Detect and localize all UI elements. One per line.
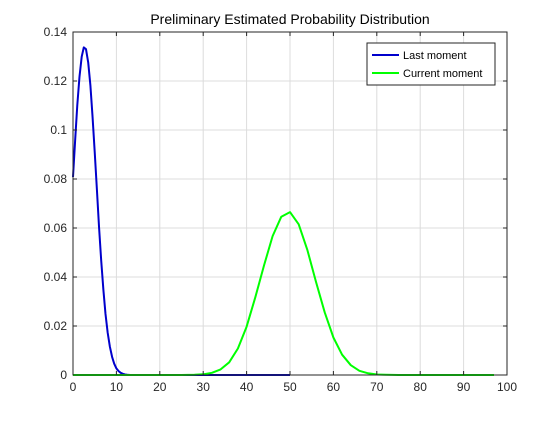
y-tick-label: 0.08 bbox=[44, 172, 68, 186]
chart-title: Preliminary Estimated Probability Distri… bbox=[150, 11, 429, 27]
legend: Last moment Current moment bbox=[366, 42, 496, 86]
x-tick-label: 50 bbox=[283, 380, 297, 394]
x-tick-label: 90 bbox=[457, 380, 471, 394]
x-tick-label: 10 bbox=[110, 380, 124, 394]
x-tick-label: 100 bbox=[497, 380, 517, 394]
legend-box bbox=[366, 42, 496, 86]
axis-ticks: 0 10 20 30 40 50 60 70 80 90 100 0 0.02 0.04 0.06 0.08 0… bbox=[44, 25, 518, 394]
x-tick-label: 70 bbox=[370, 380, 384, 394]
y-tick-label: 0.06 bbox=[44, 221, 68, 235]
legend-label: Last moment bbox=[403, 50, 467, 62]
y-tick-label: 0 bbox=[60, 368, 67, 382]
y-tick-label: 0.12 bbox=[44, 74, 68, 88]
x-tick-label: 80 bbox=[414, 380, 428, 394]
x-tick-label: 40 bbox=[240, 380, 254, 394]
grid bbox=[73, 32, 507, 375]
y-tick-label: 0.04 bbox=[44, 270, 68, 284]
y-tick-label: 0.02 bbox=[44, 319, 68, 333]
x-tick-label: 0 bbox=[70, 380, 77, 394]
x-tick-label: 20 bbox=[153, 380, 167, 394]
y-tick-label: 0.14 bbox=[44, 25, 68, 39]
legend-label: Current moment bbox=[403, 68, 482, 80]
y-tick-label: 0.1 bbox=[50, 123, 67, 137]
x-tick-label: 60 bbox=[327, 380, 341, 394]
x-tick-label: 30 bbox=[197, 380, 211, 394]
